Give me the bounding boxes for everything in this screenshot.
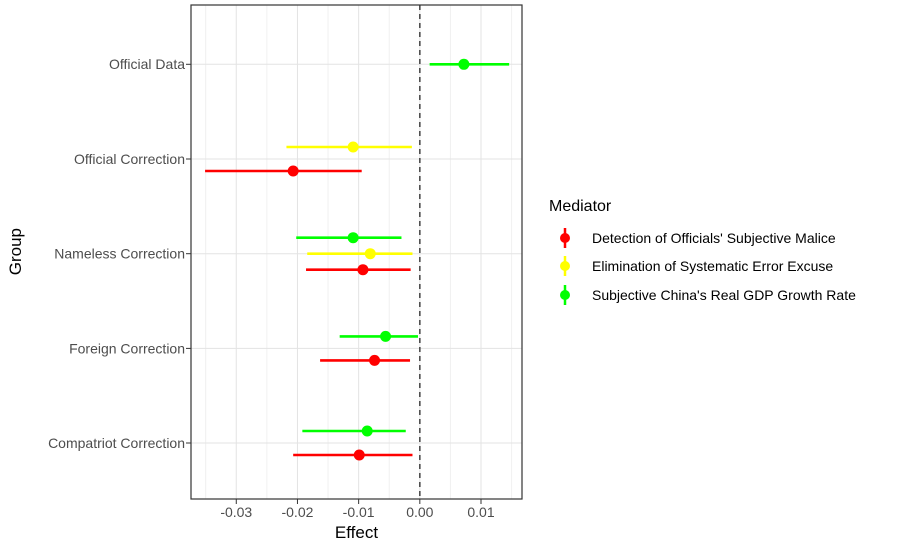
pointrange-key-icon: [560, 228, 570, 249]
pointrange-dot: [361, 425, 373, 437]
legend-item-label: Detection of Officials' Subjective Malic…: [592, 230, 836, 247]
y-axis-title: Group: [6, 228, 25, 276]
legend-title: Mediator: [549, 198, 612, 215]
pointrange-dot: [287, 165, 299, 177]
x-tick-label: 0.00: [406, 504, 433, 520]
panel-background: [191, 5, 522, 499]
legend-item: Subjective China's Real GDP Growth Rate: [540, 281, 900, 309]
y-axis-group-label: Nameless Correction: [54, 246, 185, 262]
x-tick-label: -0.01: [343, 504, 375, 520]
x-tick-label: -0.02: [281, 504, 313, 520]
y-axis-group-label: Foreign Correction: [69, 340, 185, 356]
legend-item: Elimination of Systematic Error Excuse: [540, 252, 900, 280]
pointrange-dot: [347, 232, 359, 244]
pointrange-dot: [347, 141, 359, 153]
legend-item-label: Elimination of Systematic Error Excuse: [592, 258, 834, 275]
pointrange-dot: [369, 354, 381, 366]
y-axis-group-label: Official Correction: [74, 151, 185, 167]
legend-item: Detection of Officials' Subjective Malic…: [540, 224, 900, 252]
pointrange-dot: [380, 330, 392, 342]
x-tick-label: 0.01: [467, 504, 494, 520]
pointrange-dot: [357, 264, 369, 276]
pointrange-dot: [458, 58, 470, 70]
y-axis-group-label: Compatriot Correction: [48, 435, 185, 451]
panel-border: [190, 4, 523, 500]
pointrange-dot: [364, 248, 376, 260]
y-axis-group-label: Official Data: [109, 56, 185, 72]
legend-item-label: Subjective China's Real GDP Growth Rate: [592, 286, 856, 303]
x-axis-title: Effect: [334, 523, 379, 542]
pointrange-key-icon: [560, 284, 570, 305]
legend: Mediator Detection of Officials' Subject…: [540, 197, 900, 309]
x-tick-label: -0.03: [220, 504, 252, 520]
pointrange-dot: [353, 449, 365, 461]
pointrange-key-icon: [560, 256, 570, 277]
